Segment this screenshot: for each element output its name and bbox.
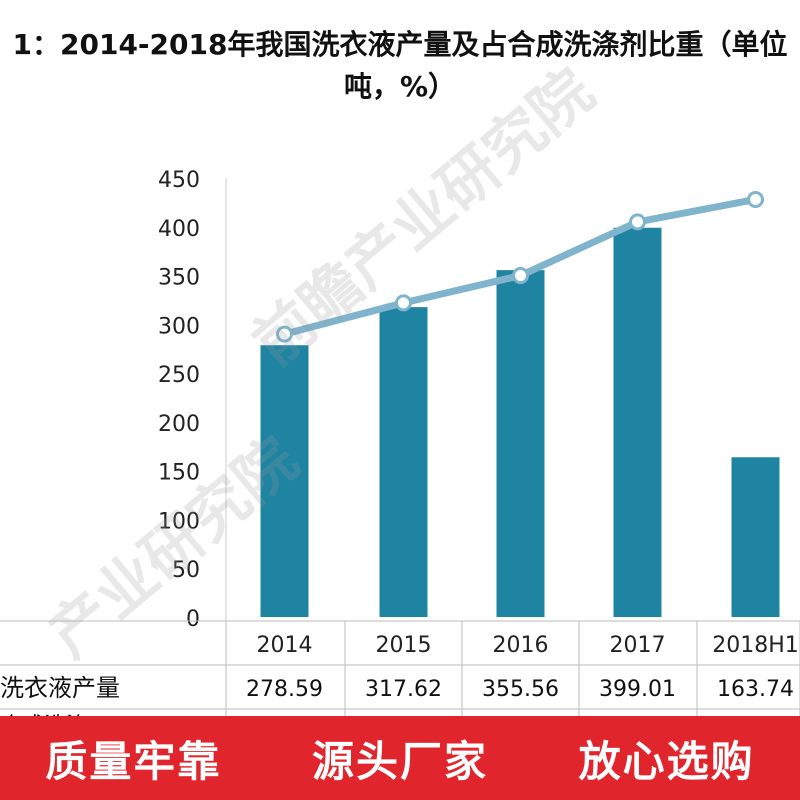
banner-item-source: 源头厂家	[311, 736, 488, 786]
data-value-label: 278.59	[246, 677, 323, 702]
y-tick-label: 400	[158, 217, 200, 242]
category-label: 2016	[493, 633, 549, 658]
promo-banner: 质量牢靠 源头厂家 放心选购	[0, 716, 800, 800]
y-tick-label: 450	[158, 168, 200, 193]
bar	[379, 307, 428, 617]
data-value-label: 399.01	[599, 677, 676, 702]
category-label: 2015	[376, 633, 432, 658]
chart-title-line2: 吨，%）	[343, 70, 457, 103]
line-point	[276, 325, 293, 343]
y-tick-label: 300	[158, 314, 200, 339]
category-label: 2014	[257, 633, 313, 658]
line-point	[629, 213, 646, 231]
bar	[260, 345, 309, 617]
banner-item-assurance: 放心选购	[578, 736, 755, 786]
y-tick-label: 250	[158, 363, 200, 388]
category-label: 2017	[610, 633, 666, 658]
data-value-label: 355.56	[482, 677, 559, 702]
line-point	[512, 267, 529, 285]
bar	[731, 457, 780, 617]
series-name-label: 洗衣液产量	[0, 674, 120, 702]
banner-item-quality: 质量牢靠	[45, 736, 222, 786]
bar-line-chart: 450 400 350 300 250 200 150 100 50 0 2014 2015 2016 2…	[0, 168, 800, 716]
y-tick-label: 100	[158, 509, 200, 534]
row2-value-partial: 27.27%	[479, 714, 563, 716]
y-tick-label: 0	[186, 607, 200, 632]
bar	[613, 227, 662, 617]
data-value-label: 163.74	[717, 677, 794, 702]
y-tick-label: 150	[158, 461, 200, 486]
line-point	[395, 294, 412, 312]
chart-title-line1: 1：2014-2018年我国洗衣液产量及占合成洗涤剂比重（单位	[12, 28, 788, 61]
data-value-label: 317.62	[365, 677, 442, 702]
bar	[496, 270, 545, 617]
line-point	[747, 190, 764, 208]
y-tick-label: 200	[158, 412, 200, 437]
row2-label-partial: 合成洗涤	[0, 714, 88, 716]
chart-title: 1：2014-2018年我国洗衣液产量及占合成洗涤剂比重（单位 吨，%）	[0, 24, 800, 114]
y-tick-label: 350	[158, 266, 200, 291]
y-tick-label: 50	[172, 558, 200, 583]
category-label: 2018H1	[712, 633, 799, 658]
